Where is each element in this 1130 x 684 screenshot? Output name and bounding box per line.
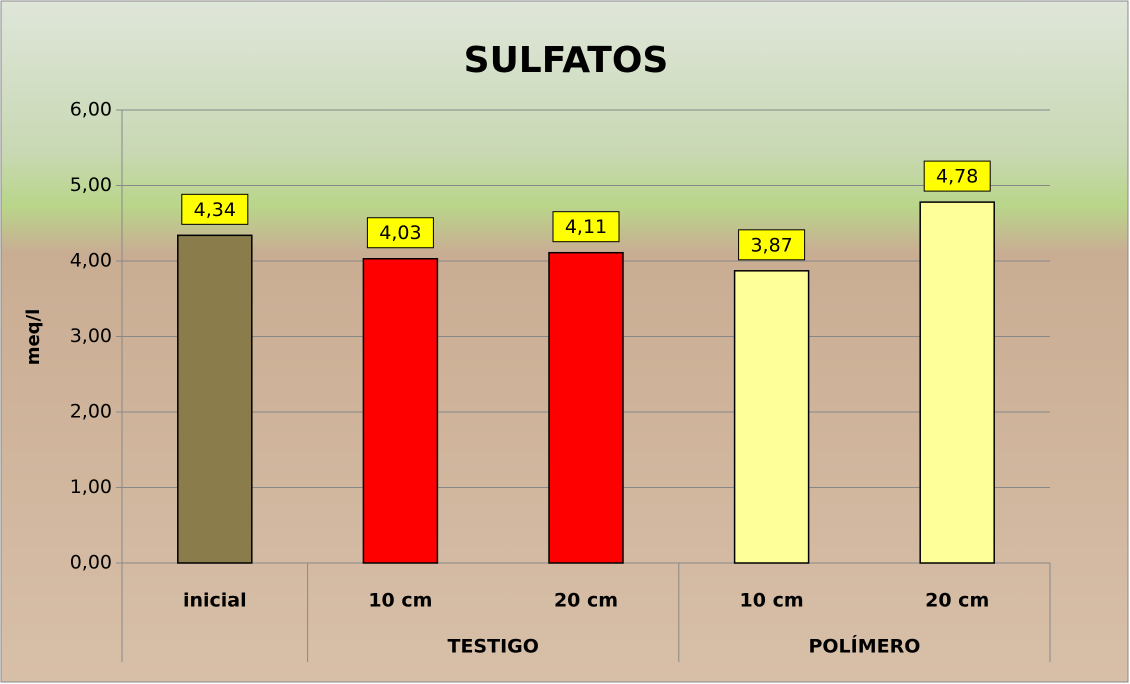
value-label: 4,34 (194, 199, 236, 221)
y-tick-label: 1,00 (70, 476, 112, 498)
y-tick-label: 6,00 (70, 99, 112, 121)
bar (363, 259, 437, 563)
y-tick-label: 5,00 (70, 174, 112, 196)
group-label: POLÍMERO (808, 635, 920, 658)
y-tick-label: 2,00 (70, 401, 112, 423)
x-tick-label: 10 cm (368, 590, 432, 612)
y-axis-title: meq/l (23, 309, 44, 366)
bar (549, 253, 623, 563)
x-tick-label: 20 cm (925, 590, 989, 612)
value-label: 4,11 (565, 216, 607, 238)
bar (178, 235, 252, 563)
x-tick-label: 20 cm (554, 590, 618, 612)
x-tick-label: 10 cm (740, 590, 804, 612)
value-label: 3,87 (750, 234, 792, 256)
group-label: TESTIGO (447, 636, 538, 658)
bar (920, 202, 994, 563)
chart: SULFATOS meq/l 0,00 1,00 2,00 3,00 4,00 5,00 6… (0, 0, 1130, 684)
x-tick-label: inicial (183, 590, 247, 612)
y-tick-label: 4,00 (70, 250, 112, 272)
value-label: 4,78 (936, 166, 978, 188)
chart-title: SULFATOS (464, 40, 669, 81)
bar (735, 271, 809, 563)
value-label: 4,03 (379, 222, 421, 244)
y-tick-label: 0,00 (70, 552, 112, 574)
y-tick-label: 3,00 (70, 325, 112, 347)
